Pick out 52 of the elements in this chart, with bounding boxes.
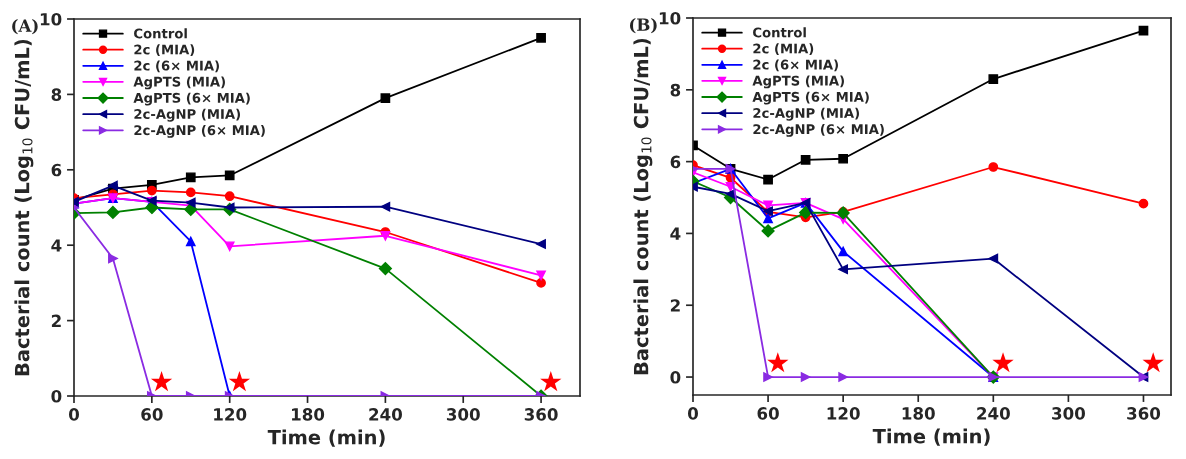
x-tick-label: 360 (1127, 407, 1161, 420)
x-tick-label: 120 (827, 407, 860, 420)
x-tick-label: 240 (369, 408, 402, 421)
annotation: ★ (767, 352, 789, 373)
y-tick-label: 10 (659, 11, 681, 25)
y-tick-label: 6 (670, 155, 681, 169)
y-axis-title: Bacterial count (Log$_{10}$ CFU/mL) (633, 38, 653, 375)
legend-label: 2c (MIA) (134, 44, 195, 57)
text: (A) (12, 19, 38, 35)
y-tick-label: 10 (40, 12, 62, 26)
x-tick-label: 300 (1052, 407, 1085, 420)
legend-label: 2c (6× MIA) (753, 59, 838, 72)
legend-label: AgPTS (6× MIA) (752, 91, 869, 105)
y-tick-label: 0 (670, 371, 681, 384)
y-tick-label: 0 (51, 389, 62, 403)
y-tick-label: 2 (670, 299, 680, 312)
x-tick-label: 120 (214, 408, 247, 421)
legend-label: 2c-AgNP (MIA) (753, 107, 859, 121)
x-tick-label: 60 (141, 408, 163, 421)
x-tick-label: 60 (757, 407, 779, 420)
y-axis-title: Bacterial count (Log$_{10}$ CFU/mL) (14, 39, 34, 376)
y-tick-label: 8 (670, 83, 681, 97)
legend-label: Control (753, 27, 806, 38)
x-tick-label: 240 (977, 407, 1010, 420)
annotation: ★ (228, 371, 251, 392)
annotation: ★ (992, 352, 1014, 373)
x-axis-title: Time (min) (872, 428, 990, 446)
legend-label: AgPTS (MIA) (133, 76, 225, 90)
x-tick-label: 360 (524, 408, 558, 421)
y-tick-label: 8 (51, 88, 62, 101)
legend-label: AgPTS (MIA) (752, 75, 844, 89)
x-tick-label: 300 (446, 408, 480, 421)
legend-label: 2c (6× MIA) (134, 60, 219, 73)
text: (B) (629, 18, 657, 34)
legend-label: Control (134, 28, 187, 39)
annotation: ★ (540, 371, 562, 392)
y-tick-label: 6 (51, 163, 62, 177)
x-tick-label: 180 (902, 407, 935, 420)
annotation: ★ (150, 371, 173, 392)
legend-label: AgPTS (6× MIA) (133, 92, 250, 106)
legend-label: 2c-AgNP (6× MIA) (753, 123, 884, 137)
y-tick-label: 4 (670, 227, 681, 240)
x-tick-label: 180 (292, 408, 325, 421)
x-tick-label: 0 (688, 407, 698, 420)
x-axis-title: Time (min) (267, 429, 385, 447)
annotation: ★ (1142, 352, 1164, 373)
y-tick-label: 4 (51, 239, 62, 252)
x-tick-label: 0 (69, 408, 79, 421)
legend-label: 2c-AgNP (6× MIA) (134, 124, 265, 138)
legend-label: 2c (MIA) (753, 43, 814, 56)
legend-label: 2c-AgNP (MIA) (134, 108, 240, 122)
y-tick-label: 2 (51, 314, 61, 327)
